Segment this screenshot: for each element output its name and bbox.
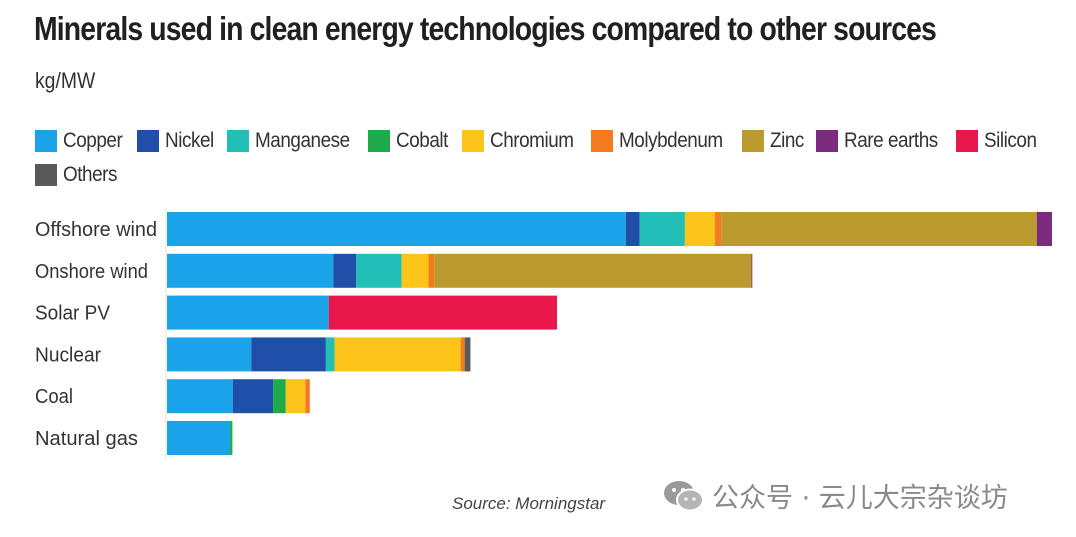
bar-copper-coal	[167, 379, 233, 414]
bar-cobalt-coal	[273, 379, 286, 414]
bar-copper-natural-gas	[167, 421, 231, 455]
bar-others-nuclear	[464, 337, 471, 372]
legend-item-nickel: Nickel	[136, 128, 214, 154]
category-label: Coal	[35, 386, 73, 408]
bar-silicon-solar-pv	[328, 295, 558, 330]
legend-label: Manganese	[255, 129, 350, 152]
legend-swatch	[742, 130, 765, 152]
bar-copper-offshore-wind	[167, 212, 626, 246]
bar-chromium-onshore-wind	[401, 253, 429, 288]
bar-zinc-offshore-wind	[721, 212, 1037, 246]
legend-label: Molybdenum	[618, 129, 723, 152]
category-label: Onshore wind	[35, 261, 148, 283]
watermark-text: 公众号 · 云儿大宗杂谈坊	[712, 483, 1008, 514]
bar-rare-earths-offshore-wind	[1036, 212, 1052, 246]
legend-label: Nickel	[164, 129, 214, 152]
category-label: Nuclear	[35, 344, 101, 366]
legend-swatch	[815, 130, 838, 152]
bar-chromium-offshore-wind	[684, 212, 716, 246]
bar-manganese-offshore-wind	[639, 212, 685, 246]
bar-chromium-nuclear	[334, 337, 461, 372]
legend-label: Rare earths	[843, 129, 938, 152]
legend-item-silicon: Silicon	[956, 128, 1037, 154]
bar-molybdenum-nuclear	[460, 337, 465, 372]
watermark: 公众号 · 云儿大宗杂谈坊	[662, 476, 1008, 515]
bar-molybdenum-onshore-wind	[428, 253, 435, 288]
bar-manganese-onshore-wind	[356, 253, 402, 288]
bar-rare-earths-onshore-wind	[751, 253, 753, 288]
bar-copper-nuclear	[167, 337, 252, 372]
legend-item-rare-earths: Rare earths	[815, 128, 942, 154]
legend-item-chromium: Chromium	[462, 128, 577, 154]
legend-swatch	[35, 164, 57, 186]
bar-zinc-onshore-wind	[434, 253, 752, 288]
bar-molybdenum-coal	[305, 379, 310, 414]
category-label: Offshore wind	[35, 219, 157, 241]
legend-swatch	[368, 130, 391, 152]
bar-nickel-nuclear	[251, 337, 326, 372]
legend-item-molybdenum: Molybdenum	[590, 128, 728, 154]
legend-swatch	[227, 130, 250, 152]
legend-swatch	[956, 130, 979, 152]
legend-swatch	[590, 130, 613, 152]
legend-item-others: Others	[35, 162, 117, 188]
legend-label: Silicon	[984, 129, 1037, 152]
bar-chromium-coal	[285, 379, 306, 414]
legend-item-cobalt: Cobalt	[368, 128, 449, 154]
category-label: Natural gas	[35, 428, 138, 450]
bar-copper-onshore-wind	[167, 253, 334, 288]
bar-nickel-onshore-wind	[333, 253, 357, 288]
bar-copper-solar-pv	[167, 295, 329, 330]
chart-title: Minerals used in clean energy technologi…	[34, 10, 937, 47]
bar-manganese-nuclear	[325, 337, 335, 372]
bar-cobalt-natural-gas	[230, 421, 233, 455]
bar-nickel-offshore-wind	[625, 212, 640, 246]
bar-molybdenum-offshore-wind	[715, 212, 722, 246]
source-note: Source: Morningstar	[452, 494, 606, 513]
legend-swatch	[462, 130, 485, 152]
chart-legend: Copper Nickel Manganese Cobalt Chromium Molyb…	[35, 128, 1075, 188]
legend-swatch	[136, 130, 159, 152]
category-label: Solar PV	[35, 303, 111, 325]
legend-item-manganese: Manganese	[227, 128, 354, 154]
legend-label: Others	[63, 163, 118, 186]
wechat-icon	[664, 480, 704, 511]
legend-label: Chromium	[490, 129, 574, 152]
legend-item-zinc: Zinc	[742, 128, 805, 154]
legend-item-copper: Copper	[35, 128, 123, 154]
legend-label: Zinc	[770, 129, 805, 152]
legend-swatch	[35, 130, 57, 152]
legend-label: Copper	[63, 129, 123, 152]
legend-label: Cobalt	[396, 129, 449, 152]
unit-label: kg/MW	[35, 68, 96, 93]
bar-nickel-coal	[232, 379, 274, 414]
